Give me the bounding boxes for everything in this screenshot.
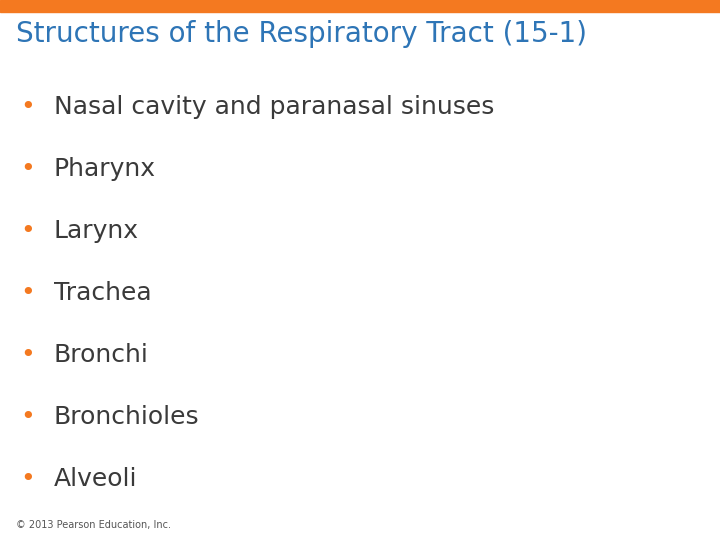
Text: •: • [20, 157, 35, 181]
Text: © 2013 Pearson Education, Inc.: © 2013 Pearson Education, Inc. [16, 520, 171, 530]
Text: Larynx: Larynx [54, 219, 139, 243]
Text: •: • [20, 219, 35, 243]
Text: Alveoli: Alveoli [54, 467, 138, 491]
Text: •: • [20, 467, 35, 491]
Text: Nasal cavity and paranasal sinuses: Nasal cavity and paranasal sinuses [54, 95, 495, 119]
Text: Trachea: Trachea [54, 281, 152, 305]
Text: Bronchioles: Bronchioles [54, 405, 199, 429]
Text: Bronchi: Bronchi [54, 343, 149, 367]
Text: •: • [20, 405, 35, 429]
Text: •: • [20, 95, 35, 119]
Text: Pharynx: Pharynx [54, 157, 156, 181]
Text: Structures of the Respiratory Tract (15-1): Structures of the Respiratory Tract (15-… [16, 20, 587, 48]
Text: •: • [20, 343, 35, 367]
Text: •: • [20, 281, 35, 305]
Bar [0, 0, 720, 12]
